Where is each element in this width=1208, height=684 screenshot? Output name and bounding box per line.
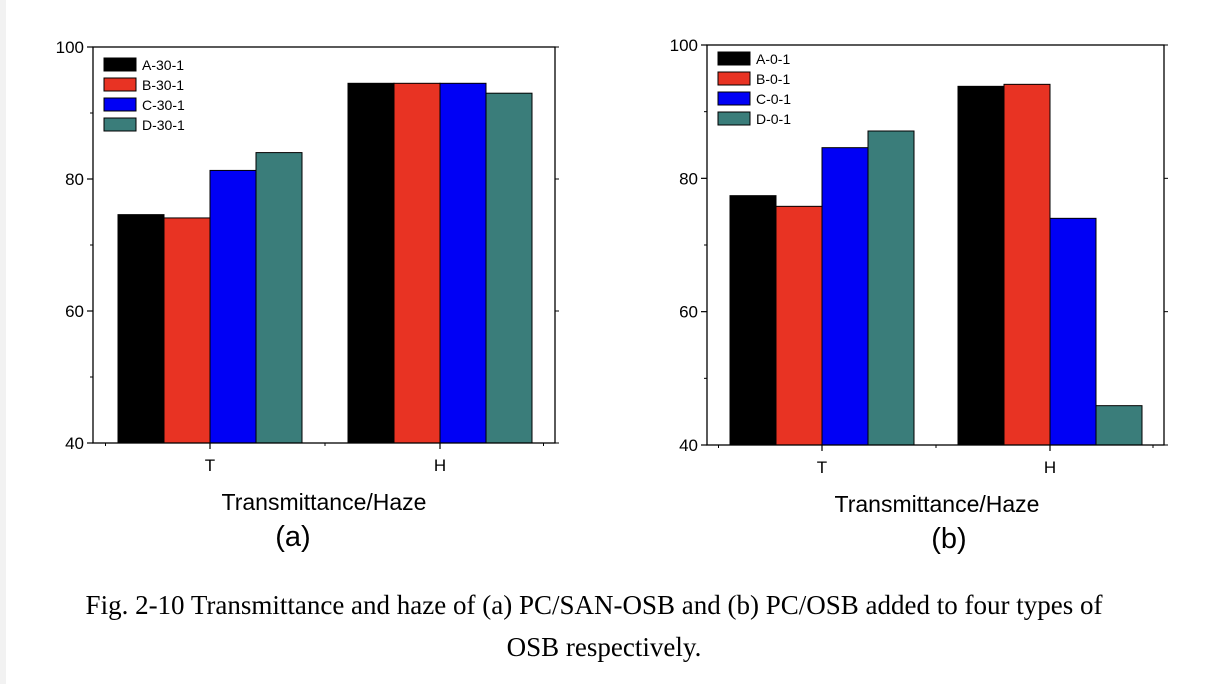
bar-B-0-1-H [1003, 83, 1051, 446]
left-page-shade [0, 0, 6, 684]
bar-A-30-1-T [117, 214, 165, 444]
figure-caption-line-2: OSB respectively. [506, 632, 702, 662]
bar-A-0-1-T [729, 195, 777, 446]
y-tick-label-60: 60 [679, 303, 698, 322]
legend-label-D-0-1: D-0-1 [756, 111, 791, 127]
bar-D-30-1-T [255, 152, 303, 444]
legend-label-D-30-1: D-30-1 [142, 117, 185, 133]
panel-label: (b) [931, 523, 966, 555]
bar-C-30-1-T [209, 169, 257, 444]
legend-swatch-D-0-1 [717, 111, 751, 126]
legend-label-A-30-1: A-30-1 [142, 57, 184, 73]
bar-A-30-1-H [347, 82, 395, 444]
legend-swatch-C-30-1 [103, 97, 137, 112]
y-tick-label-80: 80 [65, 170, 84, 189]
legend-swatch-A-30-1 [103, 57, 137, 72]
bar-B-30-1-H [393, 82, 441, 444]
legend-label-B-30-1: B-30-1 [142, 77, 184, 93]
bar-B-30-1-T [163, 217, 211, 444]
legend-label-C-30-1: C-30-1 [142, 97, 185, 113]
legend-swatch-C-0-1 [717, 91, 751, 106]
bar-D-0-1-H [1095, 405, 1143, 446]
bar-C-0-1-H [1049, 217, 1097, 446]
legend-swatch-B-30-1 [103, 77, 137, 92]
bar-A-0-1-H [957, 85, 1005, 446]
figure-caption-line-1: Fig. 2-10 Transmittance and haze of (a) … [85, 590, 1103, 620]
y-tick-label-80: 80 [679, 169, 698, 188]
bar-D-0-1-T [867, 130, 915, 446]
bar-B-0-1-T [775, 205, 823, 446]
y-tick-label-100: 100 [56, 38, 84, 57]
y-tick-label-100: 100 [670, 36, 698, 55]
bar-D-30-1-H [485, 92, 533, 444]
x-tick-label-T: T [817, 458, 827, 477]
y-tick-label-40: 40 [65, 434, 84, 453]
x-axis-label: Transmittance/Haze [222, 489, 427, 515]
bar-C-0-1-T [821, 147, 869, 446]
x-tick-label-H: H [1044, 458, 1056, 477]
legend-label-C-0-1: C-0-1 [756, 91, 791, 107]
panel-label: (a) [275, 521, 310, 553]
y-tick-label-40: 40 [679, 436, 698, 455]
legend-swatch-D-30-1 [103, 117, 137, 132]
legend-swatch-A-0-1 [717, 51, 751, 66]
legend-label-A-0-1: A-0-1 [756, 51, 790, 67]
x-tick-label-H: H [434, 456, 446, 475]
y-tick-label-60: 60 [65, 302, 84, 321]
x-tick-label-T: T [205, 456, 215, 475]
x-axis-label: Transmittance/Haze [835, 491, 1040, 517]
legend-label-B-0-1: B-0-1 [756, 71, 790, 87]
bar-C-30-1-H [439, 82, 487, 444]
legend-swatch-B-0-1 [717, 71, 751, 86]
chart-panel-a: 40 60 80 100 T H Transmittance/Haze (a) A-30-1 B-… [56, 38, 559, 553]
